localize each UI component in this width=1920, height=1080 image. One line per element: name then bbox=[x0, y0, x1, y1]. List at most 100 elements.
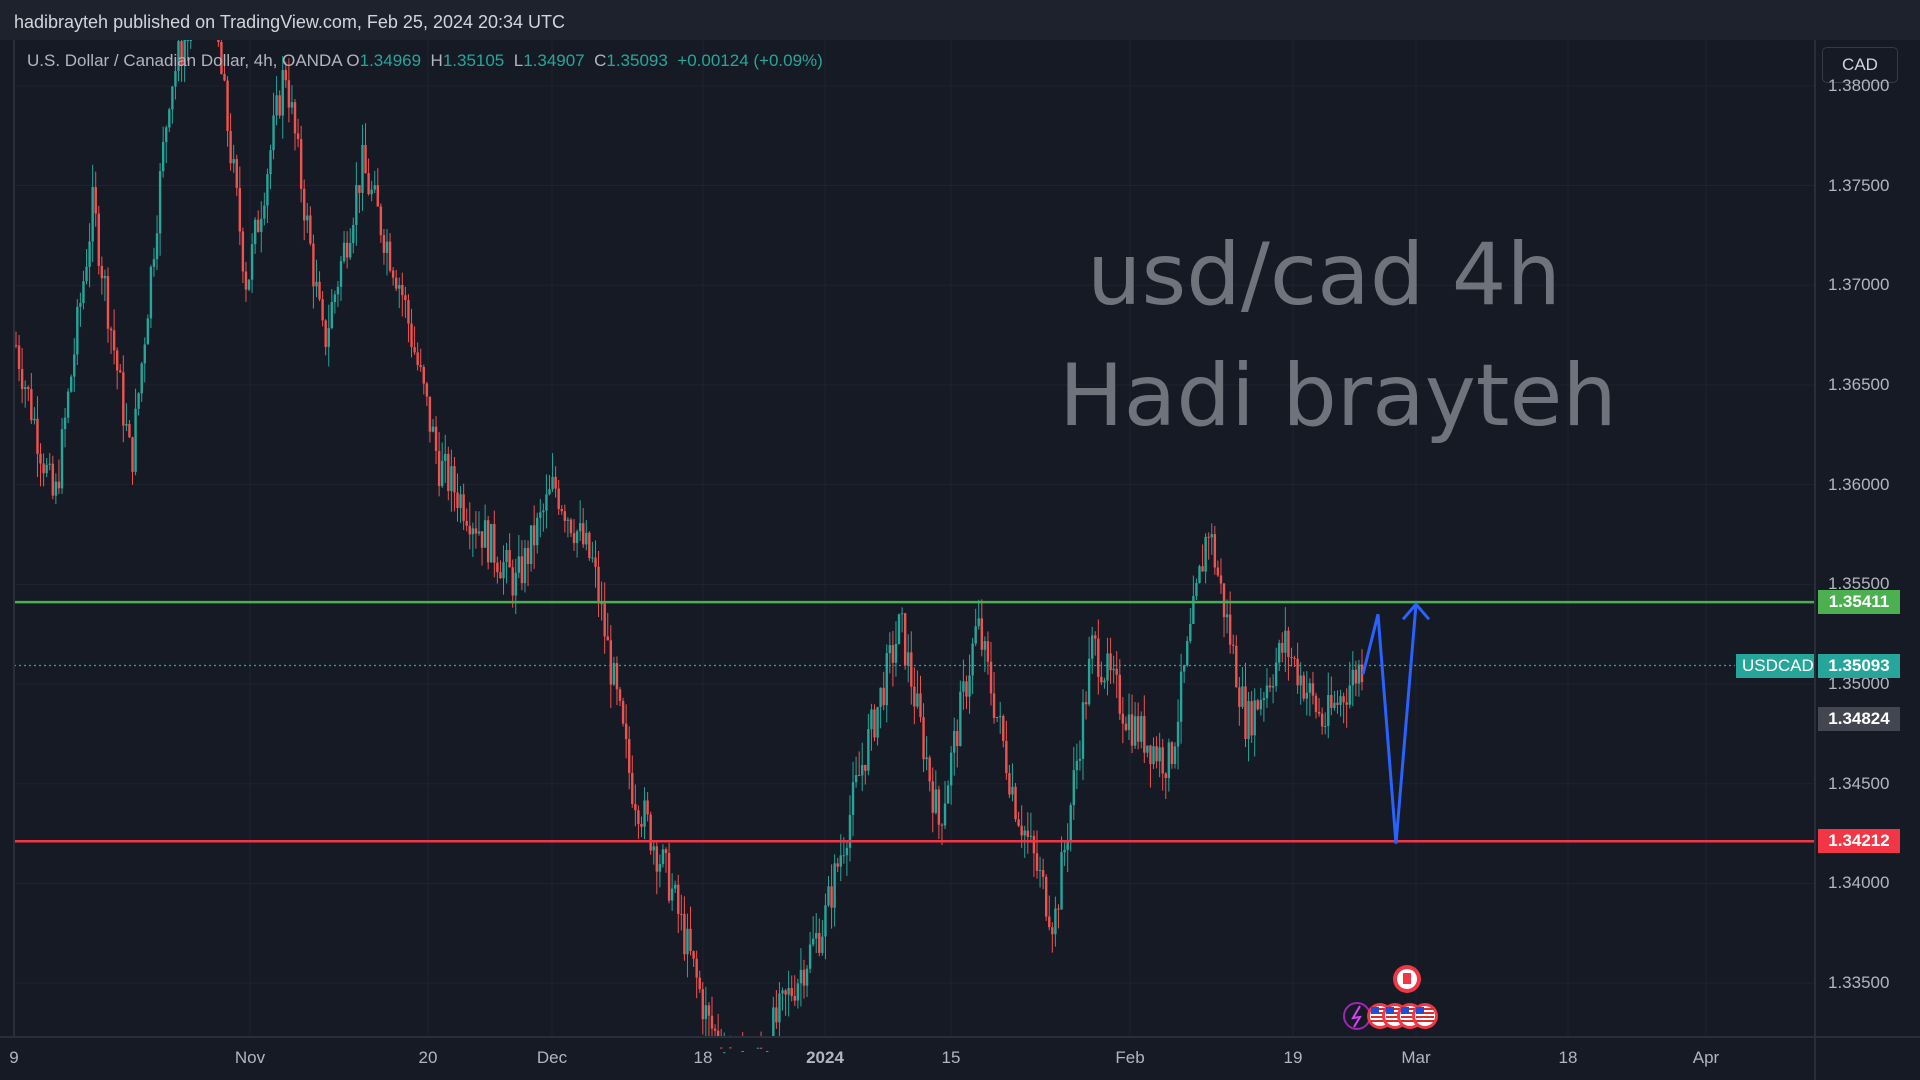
candle bbox=[891, 630, 895, 687]
candle bbox=[502, 545, 505, 595]
candle bbox=[664, 847, 668, 873]
candle bbox=[591, 541, 594, 563]
candle bbox=[815, 913, 818, 954]
candle bbox=[287, 58, 291, 123]
candle bbox=[33, 407, 36, 425]
candle bbox=[778, 982, 781, 1037]
candle bbox=[680, 894, 683, 931]
y-tick-label: 1.34000 bbox=[1828, 873, 1890, 893]
candle bbox=[526, 540, 530, 587]
candle bbox=[1075, 743, 1079, 790]
candle bbox=[563, 504, 567, 533]
candle bbox=[913, 667, 916, 725]
candle bbox=[1011, 763, 1014, 802]
candle bbox=[247, 279, 251, 292]
candle bbox=[1235, 635, 1238, 688]
candle bbox=[529, 525, 533, 572]
candle bbox=[1051, 922, 1054, 953]
candle bbox=[425, 381, 429, 407]
candle bbox=[683, 896, 686, 961]
candle bbox=[808, 932, 812, 974]
candle bbox=[333, 290, 337, 314]
candle bbox=[1201, 544, 1204, 572]
candle bbox=[17, 334, 21, 382]
currency-button[interactable]: CAD bbox=[1822, 47, 1898, 83]
candle bbox=[677, 874, 680, 934]
candle bbox=[51, 455, 54, 500]
publish-bar: hadibrayteh published on TradingView.com… bbox=[0, 0, 1920, 40]
candle bbox=[983, 636, 987, 673]
candle bbox=[1317, 698, 1321, 717]
candle bbox=[275, 76, 278, 126]
candle bbox=[1179, 653, 1183, 744]
x-tick-label: Feb bbox=[1115, 1048, 1145, 1067]
candle bbox=[161, 126, 165, 178]
candle bbox=[266, 168, 269, 224]
candle bbox=[60, 417, 64, 494]
y-tick-label: 1.36500 bbox=[1828, 374, 1890, 394]
candle bbox=[824, 893, 827, 960]
candle bbox=[1250, 691, 1253, 743]
candle bbox=[379, 203, 383, 243]
candle bbox=[867, 713, 870, 776]
economic-events[interactable] bbox=[1343, 965, 1438, 1030]
candle bbox=[125, 403, 128, 432]
candle bbox=[404, 286, 407, 318]
candle bbox=[836, 857, 839, 873]
candle bbox=[1324, 712, 1327, 735]
candle bbox=[330, 289, 334, 330]
candle bbox=[674, 880, 677, 894]
candle bbox=[321, 290, 324, 327]
price-axis-panel bbox=[1815, 40, 1920, 1080]
candle bbox=[23, 380, 27, 408]
x-tick-label: Nov bbox=[234, 1048, 266, 1067]
candle bbox=[511, 559, 514, 608]
candle bbox=[1290, 647, 1293, 667]
candle bbox=[20, 348, 24, 404]
candle bbox=[1354, 660, 1358, 697]
candle bbox=[85, 249, 88, 285]
candle bbox=[140, 361, 143, 402]
close-label: C bbox=[594, 51, 607, 70]
candle bbox=[569, 517, 573, 538]
candle bbox=[615, 656, 619, 706]
candle bbox=[1299, 662, 1302, 705]
y-tick-label: 1.36000 bbox=[1828, 474, 1890, 494]
candle bbox=[1210, 523, 1213, 555]
candle bbox=[661, 844, 665, 868]
candle bbox=[830, 864, 833, 929]
candle bbox=[695, 950, 698, 999]
projection-arrow bbox=[1361, 602, 1431, 844]
candle bbox=[566, 517, 570, 538]
candle bbox=[407, 294, 410, 343]
candle bbox=[539, 498, 542, 538]
candle bbox=[542, 503, 545, 532]
candle bbox=[493, 510, 496, 578]
candle bbox=[710, 996, 714, 1037]
candle bbox=[370, 180, 373, 202]
candle bbox=[508, 533, 511, 568]
candle bbox=[514, 558, 517, 614]
candle bbox=[1305, 671, 1309, 716]
candle bbox=[1204, 533, 1207, 584]
candle bbox=[1127, 693, 1131, 741]
candle bbox=[422, 364, 425, 395]
candle bbox=[128, 419, 131, 439]
candle bbox=[97, 205, 100, 275]
candle bbox=[903, 612, 907, 670]
candle bbox=[232, 144, 235, 173]
candle bbox=[821, 919, 824, 956]
candle bbox=[1115, 651, 1118, 699]
candle bbox=[1278, 639, 1281, 671]
candle bbox=[229, 113, 232, 171]
x-tick-label: 15 bbox=[941, 1048, 961, 1067]
symbol-name: U.S. Dollar / Canadian Dollar, 4h, OANDA bbox=[27, 51, 342, 70]
candle bbox=[122, 355, 125, 443]
candle bbox=[505, 542, 508, 584]
candle bbox=[1090, 626, 1094, 674]
candle bbox=[548, 474, 551, 496]
candle bbox=[609, 625, 613, 708]
candle bbox=[73, 338, 76, 393]
candle bbox=[670, 873, 674, 911]
